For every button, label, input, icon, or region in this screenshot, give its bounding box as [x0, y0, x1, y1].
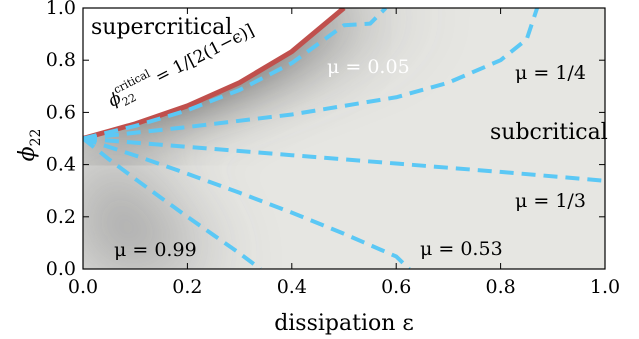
y-axis-title: ϕ22 — [15, 129, 44, 162]
y-tick-label: 0.4 — [46, 154, 76, 176]
mu-label-0.99: μ = 0.99 — [114, 239, 197, 261]
x-tick-label: 1.0 — [590, 276, 620, 298]
y-tick-label: 0.6 — [46, 101, 76, 123]
y-tick-label: 1.0 — [46, 0, 76, 19]
y-axis-title-sub: 22 — [28, 129, 44, 147]
mu-label-0.53: μ = 0.53 — [420, 238, 503, 260]
supercritical-label: supercritical — [91, 15, 232, 40]
mu-label-0.05: μ = 0.05 — [327, 56, 410, 78]
mu-curve-1 — [83, 8, 540, 141]
x-tick-label: 0.2 — [172, 276, 202, 298]
x-tick-label: 0.0 — [68, 276, 98, 298]
x-tick-label: 0.4 — [277, 276, 307, 298]
mu-curve-4 — [83, 136, 262, 269]
y-axis-title-main: ϕ — [15, 146, 40, 161]
ticks-layer: 0.0 0.2 0.4 0.6 0.8 1.0 0.0 0.2 0.4 0.6 0.8 1.0 — [46, 0, 620, 298]
plot-frame — [82, 7, 606, 270]
subcritical-label: subcritical — [490, 120, 608, 145]
y-tick-label: 0.0 — [46, 258, 76, 280]
y-tick-label: 0.8 — [46, 49, 76, 71]
y-tick-label: 0.2 — [46, 206, 76, 228]
curves-layer — [83, 8, 605, 269]
critical-label-sub: 22 — [120, 91, 138, 109]
x-tick-label: 0.6 — [381, 276, 411, 298]
mu-label-1-3: μ = 1/3 — [515, 190, 586, 212]
x-axis-title: dissipation ε — [274, 311, 414, 336]
supercritical-region — [83, 8, 344, 139]
x-tick-label: 0.8 — [485, 276, 515, 298]
mu-label-1-4: μ = 1/4 — [515, 62, 586, 84]
heatmap — [83, 8, 605, 269]
mu-curve-0 — [83, 8, 388, 141]
